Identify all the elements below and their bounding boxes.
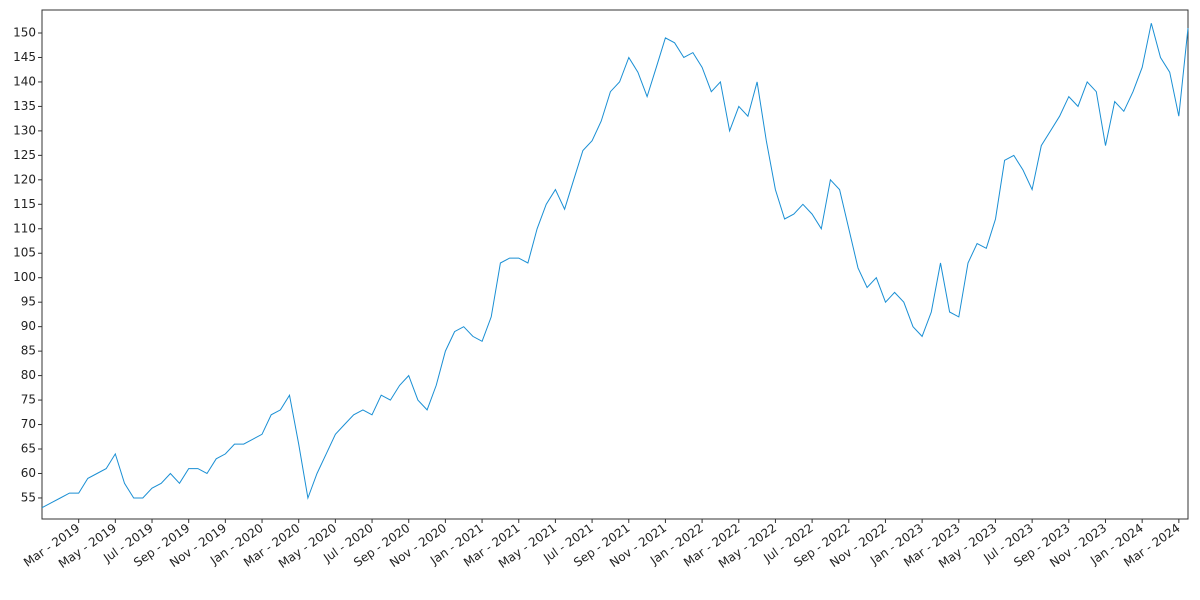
price-line — [41, 23, 1189, 509]
y-tick-label: 135 — [13, 99, 36, 113]
y-tick-label: 75 — [21, 393, 36, 407]
y-tick-label: 100 — [13, 270, 36, 284]
y-tick-label: 80 — [21, 368, 36, 382]
y-tick-label: 130 — [13, 123, 36, 137]
y-tick-label: 105 — [13, 246, 36, 260]
y-tick-label: 90 — [21, 319, 36, 333]
y-tick-label: 65 — [21, 442, 36, 456]
y-tick-label: 55 — [21, 490, 36, 504]
y-tick-label: 145 — [13, 50, 36, 64]
y-tick-label: 140 — [13, 74, 36, 88]
y-tick-label: 85 — [21, 344, 36, 358]
y-tick-label: 60 — [21, 466, 36, 480]
plot-frame — [41, 9, 1189, 520]
y-tick-label: 115 — [13, 197, 36, 211]
y-tick-label: 120 — [13, 172, 36, 186]
y-tick-label: 95 — [21, 295, 36, 309]
y-tick-label: 125 — [13, 148, 36, 162]
y-tick-label: 110 — [13, 221, 36, 235]
y-tick-label: 150 — [13, 26, 36, 40]
y-tick-label: 70 — [21, 417, 36, 431]
